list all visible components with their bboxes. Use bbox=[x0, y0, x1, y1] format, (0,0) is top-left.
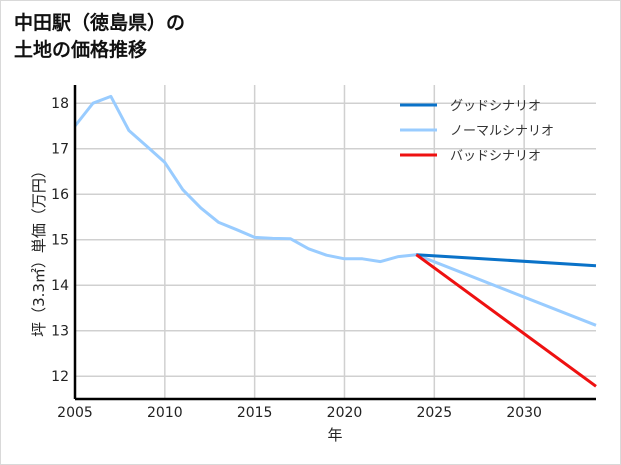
y-tick-label: 12 bbox=[51, 369, 69, 385]
chart-title: 中田駅（徳島県）の 土地の価格推移 bbox=[14, 10, 185, 64]
legend-label: バッドシナリオ bbox=[450, 149, 541, 164]
y-tick-label: 17 bbox=[51, 142, 69, 158]
x-tick-label: 2030 bbox=[506, 405, 542, 421]
series-lines bbox=[73, 94, 597, 388]
y-axis-label: 坪（3.3㎡）単価（万円） bbox=[30, 163, 48, 337]
series-line bbox=[416, 253, 597, 268]
x-tick-label: 2010 bbox=[147, 405, 183, 421]
x-tick-label: 2005 bbox=[57, 405, 93, 421]
y-tick-label: 13 bbox=[51, 324, 69, 340]
title-line-2: 土地の価格推移 bbox=[14, 39, 148, 61]
x-tick-label: 2015 bbox=[237, 405, 273, 421]
series-line bbox=[73, 94, 597, 327]
x-axis-label: 年 bbox=[327, 426, 342, 444]
y-tick-label: 18 bbox=[51, 96, 69, 112]
y-tick-label: 16 bbox=[51, 187, 69, 203]
x-tick-label: 2025 bbox=[416, 405, 452, 421]
y-tick-label: 14 bbox=[51, 278, 69, 294]
legend-label: グッドシナリオ bbox=[450, 99, 541, 114]
y-tick-label: 15 bbox=[51, 233, 69, 249]
series-line bbox=[415, 253, 597, 388]
axes bbox=[73, 85, 596, 401]
title-line-1: 中田駅（徳島県）の bbox=[14, 12, 186, 34]
x-tick-label: 2020 bbox=[327, 405, 363, 421]
grid-lines bbox=[74, 85, 596, 399]
legend-label: ノーマルシナリオ bbox=[450, 124, 554, 139]
tick-labels: 2005 2010 2015 2020 2025 2030 12 13 14 15 16 17 18 bbox=[51, 96, 542, 421]
